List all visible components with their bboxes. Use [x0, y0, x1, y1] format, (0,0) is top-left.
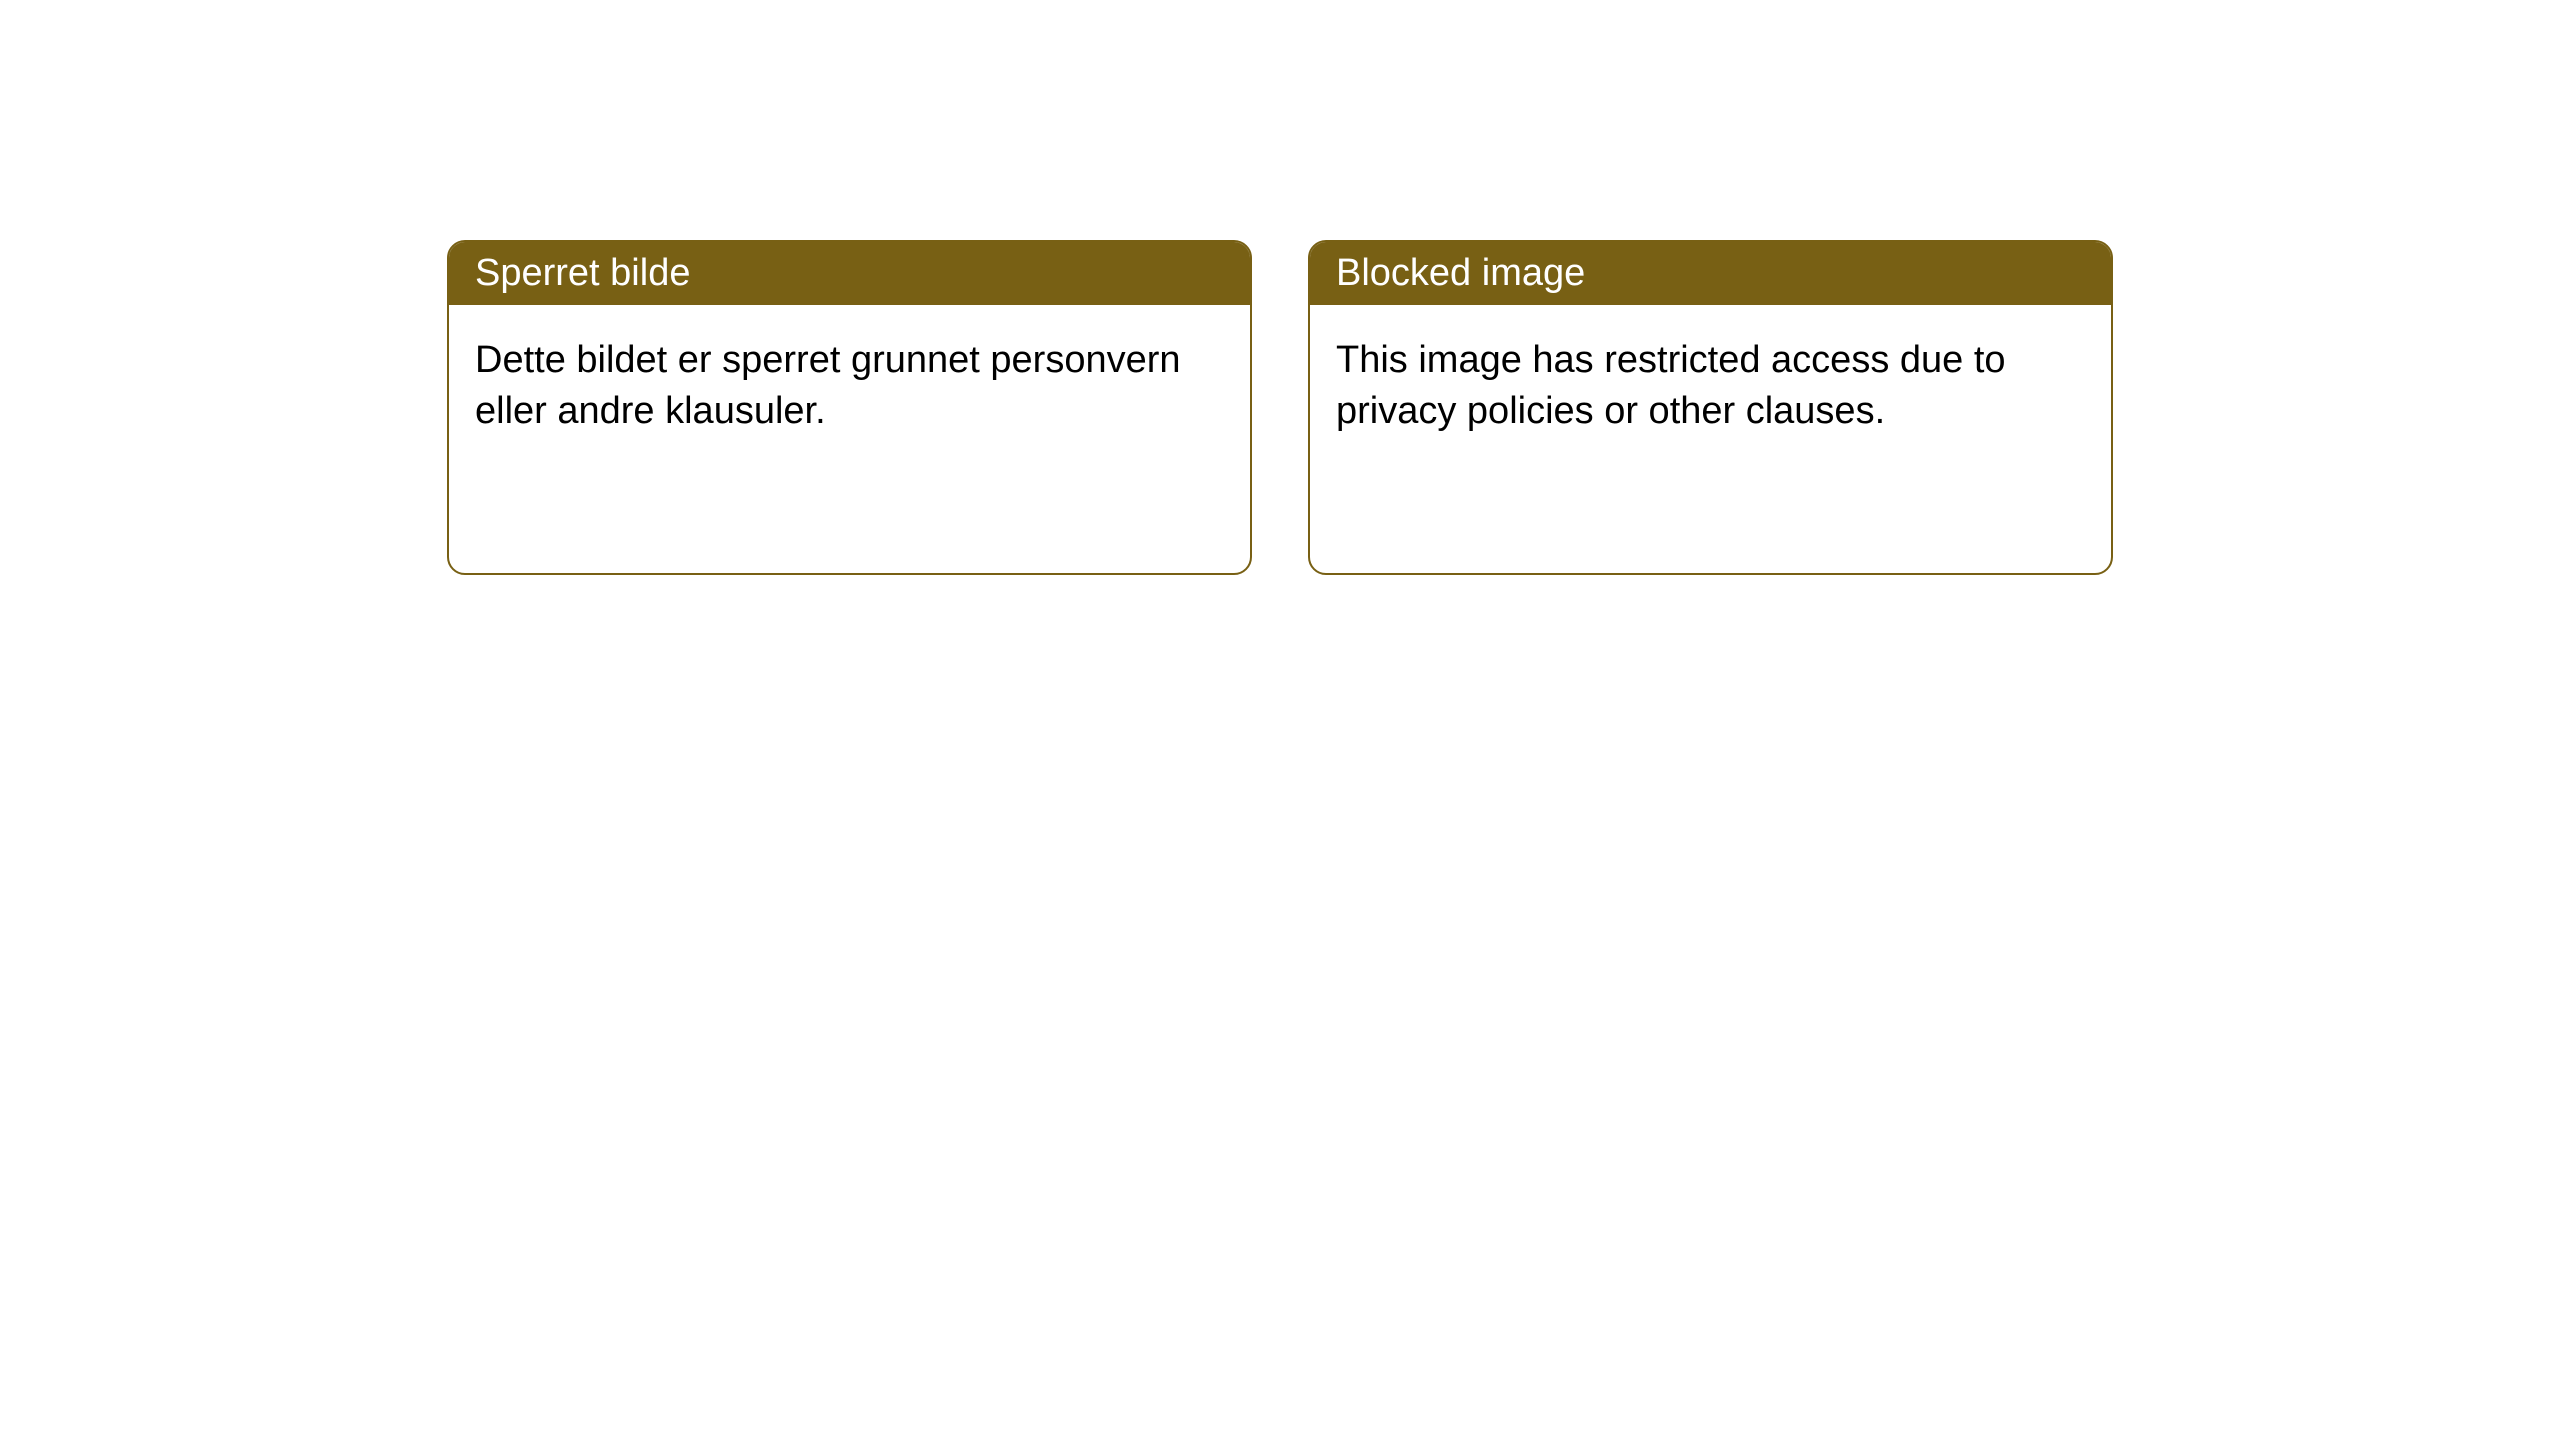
notice-card-english: Blocked image This image has restricted … [1308, 240, 2113, 575]
notice-text: This image has restricted access due to … [1336, 339, 2006, 432]
notice-body: Dette bildet er sperret grunnet personve… [449, 305, 1250, 468]
notice-container: Sperret bilde Dette bildet er sperret gr… [0, 0, 2560, 575]
notice-title: Sperret bilde [475, 252, 690, 294]
notice-text: Dette bildet er sperret grunnet personve… [475, 339, 1181, 432]
notice-header: Blocked image [1310, 242, 2111, 305]
notice-body: This image has restricted access due to … [1310, 305, 2111, 468]
notice-header: Sperret bilde [449, 242, 1250, 305]
notice-title: Blocked image [1336, 252, 1585, 294]
notice-card-norwegian: Sperret bilde Dette bildet er sperret gr… [447, 240, 1252, 575]
